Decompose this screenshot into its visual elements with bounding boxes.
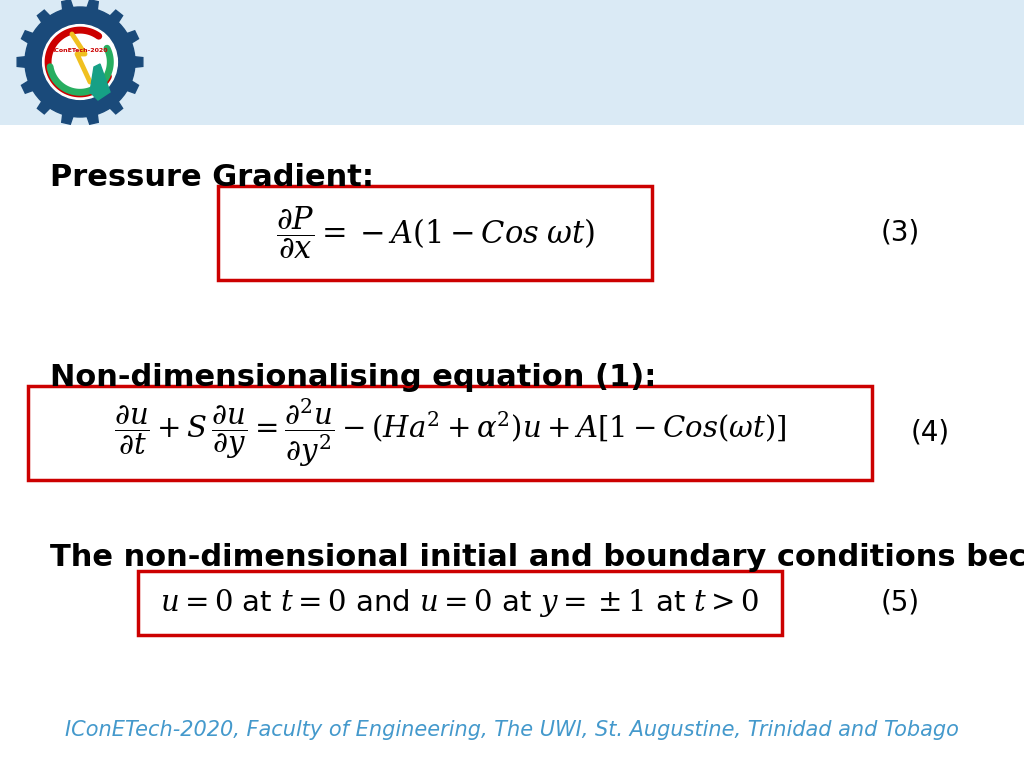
Polygon shape <box>37 94 55 114</box>
Polygon shape <box>90 64 110 100</box>
Polygon shape <box>104 94 123 114</box>
Polygon shape <box>120 77 138 93</box>
Bar <box>0 0 1024 125</box>
Circle shape <box>25 7 135 117</box>
Text: $\dfrac{\partial u}{\partial t} + S\,\dfrac{\partial u}{\partial y} = \dfrac{\pa: $\dfrac{\partial u}{\partial t} + S\,\df… <box>114 397 786 469</box>
Polygon shape <box>120 31 138 48</box>
Polygon shape <box>127 56 142 68</box>
Text: The non-dimensional initial and boundary conditions become:: The non-dimensional initial and boundary… <box>50 544 1024 572</box>
Text: Pressure Gradient:: Pressure Gradient: <box>50 164 374 193</box>
Text: (4): (4) <box>910 419 949 447</box>
Text: $u = 0$ at $t = 0$ and $u = 0$ at $y = \pm 1$ at $t > 0$: $u = 0$ at $t = 0$ and $u = 0$ at $y = \… <box>161 587 760 619</box>
Polygon shape <box>84 106 98 124</box>
Polygon shape <box>61 0 76 18</box>
FancyBboxPatch shape <box>218 186 652 280</box>
Circle shape <box>43 25 118 99</box>
Text: (5): (5) <box>881 589 920 617</box>
Text: Non-dimensionalising equation (1):: Non-dimensionalising equation (1): <box>50 363 656 392</box>
Text: IConETech-2020: IConETech-2020 <box>52 48 108 52</box>
Polygon shape <box>104 10 123 29</box>
Polygon shape <box>22 77 41 93</box>
Polygon shape <box>61 106 76 124</box>
Polygon shape <box>22 31 41 48</box>
Text: (3): (3) <box>881 219 920 247</box>
Polygon shape <box>84 0 98 18</box>
Polygon shape <box>17 56 34 68</box>
FancyBboxPatch shape <box>138 571 782 635</box>
Text: $\dfrac{\partial P}{\partial x} = -A(1 - Cos\;\omega t)$: $\dfrac{\partial P}{\partial x} = -A(1 -… <box>275 205 594 261</box>
Polygon shape <box>37 10 55 29</box>
Text: IConETech-2020, Faculty of Engineering, The UWI, St. Augustine, Trinidad and Tob: IConETech-2020, Faculty of Engineering, … <box>66 720 958 740</box>
FancyBboxPatch shape <box>28 386 872 480</box>
